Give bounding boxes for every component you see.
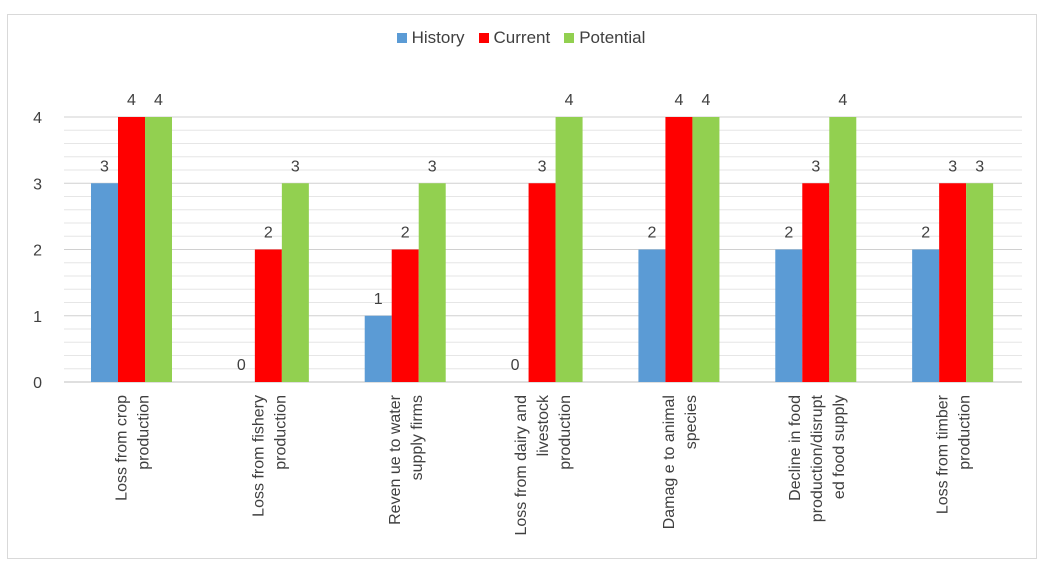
bar-potential: [145, 117, 172, 382]
bar-history: [364, 315, 392, 382]
x-category-label: Reven ue to water supply firms: [387, 394, 426, 525]
bar-history: [91, 183, 118, 382]
x-category-label-line: production: [557, 395, 574, 470]
x-category-label: Loss from fishery production: [250, 395, 289, 517]
x-category-label-line: Decline in food: [787, 395, 804, 501]
data-label-history: 2: [921, 225, 930, 242]
chart-legend: History Current Potential: [0, 28, 1042, 48]
bar-current: [391, 249, 419, 382]
legend-label-current: Current: [493, 28, 551, 47]
bar-current: [802, 183, 830, 382]
bar-current: [528, 183, 556, 382]
x-category-label: Loss from dairy and livestock production: [513, 394, 574, 536]
data-label-potential: 3: [975, 158, 984, 175]
bar-current: [665, 117, 693, 382]
x-category-label-line: supply firms: [409, 395, 426, 480]
data-label-current: 2: [401, 225, 410, 242]
bar-current: [254, 249, 282, 382]
legend-item-current: Current: [478, 28, 551, 48]
bar-potential: [555, 117, 583, 382]
data-label-potential: 4: [154, 92, 163, 109]
data-label-history: 3: [100, 158, 109, 175]
y-tick-label: 1: [33, 309, 42, 326]
legend-swatch-current: [478, 33, 489, 43]
data-label-current: 4: [674, 92, 683, 109]
legend-label-history: History: [411, 28, 465, 47]
data-label-history: 0: [511, 357, 520, 374]
x-category-label: Loss from crop production: [114, 395, 153, 501]
x-category-label: Damag e to animal species: [661, 395, 700, 529]
x-category-label: Loss from timber production: [935, 394, 974, 514]
x-category-label-line: Loss from fishery: [250, 395, 267, 517]
bar-history: [912, 249, 940, 382]
x-category-label-line: production: [136, 395, 153, 470]
legend-item-history: History: [396, 28, 465, 48]
data-label-current: 4: [127, 92, 136, 109]
data-label-history: 2: [784, 225, 793, 242]
x-category-label-line: Loss from timber: [935, 394, 952, 514]
y-tick-label: 2: [33, 243, 42, 260]
data-label-potential: 3: [291, 158, 300, 175]
y-tick-label: 3: [33, 176, 42, 193]
x-category-label-line: production: [272, 395, 289, 470]
x-category-label-line: ed food supply: [831, 395, 848, 499]
data-label-current: 3: [538, 158, 547, 175]
x-category-label-line: species: [683, 395, 700, 449]
data-label-current: 3: [811, 158, 820, 175]
data-label-history: 1: [374, 291, 383, 308]
x-category-label-line: Reven ue to water: [387, 394, 404, 525]
data-label-history: 0: [237, 357, 246, 374]
legend-swatch-history: [396, 33, 407, 43]
legend-swatch-potential: [564, 33, 575, 43]
x-category-label-line: Loss from dairy and: [513, 395, 530, 536]
data-label-potential: 4: [838, 92, 847, 109]
bar-potential: [692, 117, 720, 382]
x-category-label-line: Loss from crop: [114, 395, 131, 501]
data-label-current: 2: [264, 225, 273, 242]
x-category-label-line: livestock: [535, 394, 552, 456]
data-label-potential: 4: [701, 92, 710, 109]
bar-current: [939, 183, 967, 382]
chart-frame: [7, 14, 1037, 559]
data-label-history: 2: [647, 225, 656, 242]
bar-history: [775, 249, 803, 382]
bar-history: [638, 249, 666, 382]
y-tick-label: 4: [33, 110, 42, 127]
x-category-label-line: Damag e to animal: [661, 395, 678, 529]
bar-current: [118, 117, 145, 382]
x-category-label: Decline in food production/disrupt ed food…: [787, 394, 848, 522]
bar-potential: [418, 183, 446, 382]
bar-potential: [829, 117, 857, 382]
data-label-current: 3: [948, 158, 957, 175]
x-category-label-line: production: [957, 395, 974, 470]
x-category-label-line: production/disrupt: [809, 394, 826, 522]
legend-label-potential: Potential: [579, 28, 646, 47]
bar-potential: [966, 183, 994, 382]
data-label-potential: 4: [565, 92, 574, 109]
legend-item-potential: Potential: [564, 28, 645, 48]
data-label-potential: 3: [428, 158, 437, 175]
y-tick-label: 0: [33, 375, 42, 392]
bar-potential: [281, 183, 309, 382]
